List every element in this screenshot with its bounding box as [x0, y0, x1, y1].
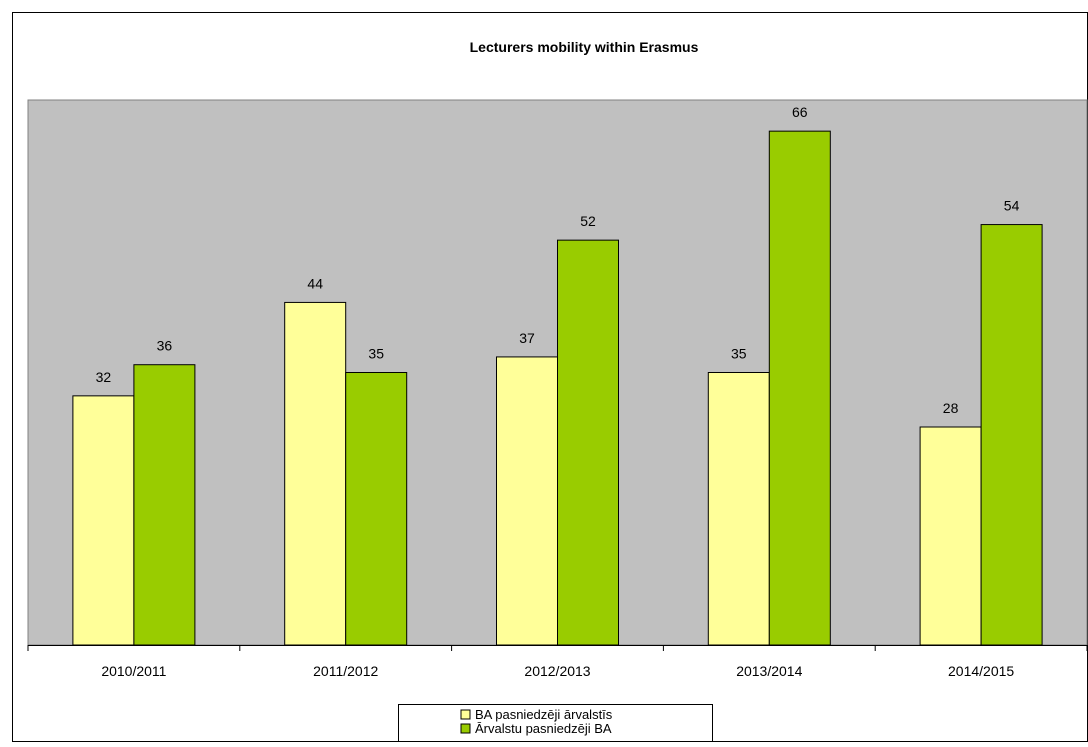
chart-title: Lecturers mobility within Erasmus	[470, 39, 699, 55]
bar-series-2-2	[345, 372, 408, 646]
x-tick-label-4: 2013/2014	[736, 663, 802, 679]
bar-series-1-1	[72, 395, 135, 646]
data-label-series-2-4: 66	[792, 104, 808, 120]
data-label-series-2-2: 35	[368, 346, 384, 362]
bar-series-1-2	[284, 301, 347, 646]
bar-series-1-4	[707, 372, 770, 646]
bar-series-2-5	[980, 224, 1043, 646]
data-label-series-2-5: 54	[1004, 198, 1020, 214]
data-label-series-1-2: 44	[307, 275, 323, 291]
bar-series-1-3	[496, 356, 558, 646]
bars-layer	[72, 130, 1043, 646]
legend: BA pasniedzēji ārvalstīs Ārvalstu pasnie…	[398, 704, 713, 742]
bar-series-2-4	[768, 130, 831, 646]
legend-swatch-series-2	[460, 723, 471, 734]
data-label-series-1-4: 35	[731, 346, 747, 362]
x-ticks-layer: 2010/2011 2011/2012 2012/2013 2013/2014 2014…	[27, 645, 1088, 679]
x-tick-label-1: 2010/2011	[101, 663, 166, 679]
bar-series-2-3	[557, 239, 619, 646]
data-label-series-1-3: 37	[519, 330, 535, 346]
legend-swatch-series-1	[460, 709, 471, 720]
data-label-series-1-1: 32	[96, 369, 112, 385]
x-tick-label-3: 2012/2013	[524, 663, 590, 679]
legend-label-series-2: Ārvalstu pasniedzēji BA	[475, 721, 612, 736]
x-tick-label-5: 2014/2015	[948, 663, 1014, 679]
legend-label-series-1: BA pasniedzēji ārvalstīs	[475, 707, 613, 722]
data-labels-layer: 32 36 44 35 37 52 35 66 28 54	[96, 104, 1020, 416]
data-label-series-2-1: 36	[157, 338, 173, 354]
bar-series-2-1	[133, 364, 196, 646]
data-label-series-1-5: 28	[943, 400, 959, 416]
legend-box	[398, 704, 713, 742]
bar-series-1-5	[919, 426, 982, 646]
data-label-series-2-3: 52	[580, 213, 596, 229]
x-tick-label-2: 2011/2012	[313, 663, 378, 679]
